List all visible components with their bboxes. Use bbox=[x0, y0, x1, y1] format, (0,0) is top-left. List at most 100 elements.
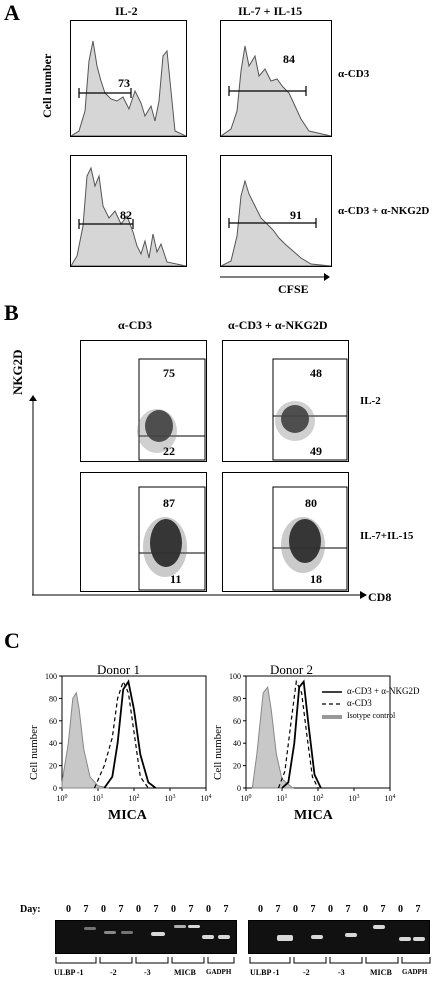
x-tick-label: 102 bbox=[313, 794, 324, 803]
panel-b-y-label: NKG2D bbox=[10, 349, 25, 396]
panel-b-letter: B bbox=[4, 300, 19, 325]
panel-b-col-header-2: α-CD3 + α-NKG2D bbox=[228, 318, 328, 332]
panel-b-x-label: CD8 bbox=[368, 590, 392, 604]
cd8-axis-arrow bbox=[32, 591, 367, 599]
gel-day-label: Day: bbox=[20, 904, 41, 915]
gel-day-value: 0 bbox=[293, 904, 298, 915]
gel-day-value: 7 bbox=[83, 904, 89, 915]
cfse-value-1: 73 bbox=[118, 76, 130, 90]
x-tick-label: 101 bbox=[277, 794, 288, 803]
series-isotype-control bbox=[251, 686, 295, 789]
quadrant-lower-3: 11 bbox=[170, 572, 182, 586]
dotplot-il7-cd3 bbox=[80, 472, 207, 592]
panel-a-letter: A bbox=[4, 0, 20, 25]
series-anti-cd3 bbox=[93, 679, 149, 789]
quadrant-lower-4: 18 bbox=[310, 572, 322, 586]
quadrant-lower-1: 22 bbox=[163, 444, 175, 458]
dotplot-il7-cd3-nkg2d bbox=[222, 472, 349, 592]
x-tick-label: 103 bbox=[165, 794, 176, 803]
series-anti-cd3-anti-nkg2d bbox=[281, 679, 322, 789]
lane-label-micb-a: MICB bbox=[174, 968, 196, 977]
series-anti-cd3-anti-nkg2d bbox=[103, 679, 157, 789]
cfse-histogram-il7-cd3-nkg2d bbox=[220, 155, 332, 267]
cfse-value-2: 84 bbox=[283, 52, 295, 66]
chart-donor-1-group: 0 20 40 60 80 100 100 101 102 103 104 bbox=[45, 672, 212, 803]
legend-swatches bbox=[322, 691, 342, 719]
dotplot-svg bbox=[272, 358, 348, 461]
quadrant-upper-2: 48 bbox=[310, 366, 322, 380]
nkg2d-axis-arrow bbox=[29, 395, 38, 596]
panel-a-x-label: CFSE bbox=[278, 282, 309, 296]
cfse-histogram-il7-cd3 bbox=[220, 20, 332, 137]
gel-day-value: 0 bbox=[363, 904, 368, 915]
y-tick-label: 0 bbox=[237, 784, 241, 793]
panel-b-col-header-1: α-CD3 bbox=[118, 318, 153, 332]
gel-day-value: 7 bbox=[153, 904, 159, 915]
x-tick-label: 100 bbox=[57, 794, 68, 803]
lane-label-gadph-a: GADPH bbox=[206, 968, 232, 976]
panel-a-col-header-1: IL-2 bbox=[115, 4, 138, 18]
y-tick-label: 20 bbox=[233, 762, 241, 771]
lane-label-micb-b: MICB bbox=[370, 968, 392, 977]
gel-day-value: 7 bbox=[310, 904, 316, 915]
gel-day-value: 7 bbox=[275, 904, 281, 915]
dotplot-il2-cd3 bbox=[80, 340, 207, 462]
cfse-value-4: 91 bbox=[290, 208, 302, 222]
gel-day-value: 0 bbox=[206, 904, 211, 915]
legend-label-1: α-CD3 + α-NKG2D bbox=[347, 686, 420, 696]
cfse-histogram-il2-cd3 bbox=[70, 20, 187, 137]
panel-b-row-label-2: IL-7+IL-15 bbox=[360, 530, 414, 542]
mica-histogram-donor-2: 0 20 40 60 80 100 100 101 102 103 104 bbox=[229, 672, 396, 803]
cfse-axis-arrow bbox=[220, 273, 330, 281]
donor-2-x-label: MICA bbox=[294, 808, 333, 823]
y-tick-label: 80 bbox=[49, 694, 57, 703]
donor-1-title: Donor 1 bbox=[97, 662, 140, 677]
y-tick-label: 80 bbox=[233, 694, 241, 703]
gel-day-value: 0 bbox=[66, 904, 71, 915]
cfse-histogram-svg bbox=[221, 179, 331, 266]
quadrant-lower-2: 49 bbox=[310, 444, 322, 458]
cfse-histogram-svg bbox=[71, 166, 186, 266]
cfse-value-3: 82 bbox=[120, 208, 132, 222]
y-tick-label: 100 bbox=[229, 672, 241, 681]
donor-1-x-label: MICA bbox=[108, 808, 147, 823]
x-tick-label: 102 bbox=[129, 794, 140, 803]
cfse-histogram-il2-cd3-nkg2d bbox=[70, 155, 187, 267]
gel-day-value: 0 bbox=[171, 904, 176, 915]
quadrant-upper-4: 80 bbox=[305, 496, 317, 510]
quadrant-upper-3: 87 bbox=[163, 496, 175, 510]
panel-a-y-label: Cell number bbox=[40, 53, 54, 118]
panel-b-row-label-1: IL-2 bbox=[360, 395, 381, 407]
dotplot-il2-cd3-nkg2d bbox=[222, 340, 349, 462]
lane-label-2-b: -2 bbox=[303, 968, 310, 977]
panel-c-letter: C bbox=[4, 628, 20, 653]
y-tick-label: 0 bbox=[53, 784, 57, 793]
y-tick-label: 100 bbox=[45, 672, 57, 681]
cfse-histogram-svg bbox=[71, 40, 186, 136]
gel-lane-brackets bbox=[55, 957, 431, 964]
series-isotype-control bbox=[61, 691, 109, 789]
x-tick-label: 101 bbox=[93, 794, 104, 803]
panel-a-row-label-1: α-CD3 bbox=[338, 68, 370, 80]
dotplot-svg bbox=[272, 486, 348, 591]
x-tick-label: 104 bbox=[201, 794, 212, 803]
gel-day-value: 7 bbox=[188, 904, 194, 915]
lane-label-gadph-b: GADPH bbox=[402, 968, 428, 976]
y-tick-label: 40 bbox=[49, 739, 57, 748]
lane-label-2-a: -2 bbox=[110, 968, 117, 977]
gel-image-donor-2 bbox=[248, 920, 430, 954]
gel-day-value: 0 bbox=[258, 904, 263, 915]
mica-histogram-donor-1: 0 20 40 60 80 100 100 101 102 103 104 bbox=[45, 672, 212, 803]
dotplot-svg bbox=[138, 486, 206, 591]
gel-day-value: 7 bbox=[380, 904, 386, 915]
y-tick-label: 20 bbox=[49, 762, 57, 771]
lane-label-3-a: -3 bbox=[144, 968, 151, 977]
gel-day-value: 0 bbox=[328, 904, 333, 915]
legend-label-3: Isotype control bbox=[347, 711, 396, 720]
gel-image-donor-1 bbox=[55, 920, 237, 954]
gel-day-value: 7 bbox=[415, 904, 421, 915]
gel-day-value: 7 bbox=[223, 904, 229, 915]
y-tick-label: 60 bbox=[49, 717, 57, 726]
panel-a-row-label-2: α-CD3 + α-NKG2D bbox=[338, 205, 430, 217]
chart-donor-2-group: 0 20 40 60 80 100 100 101 102 103 104 bbox=[229, 672, 396, 803]
